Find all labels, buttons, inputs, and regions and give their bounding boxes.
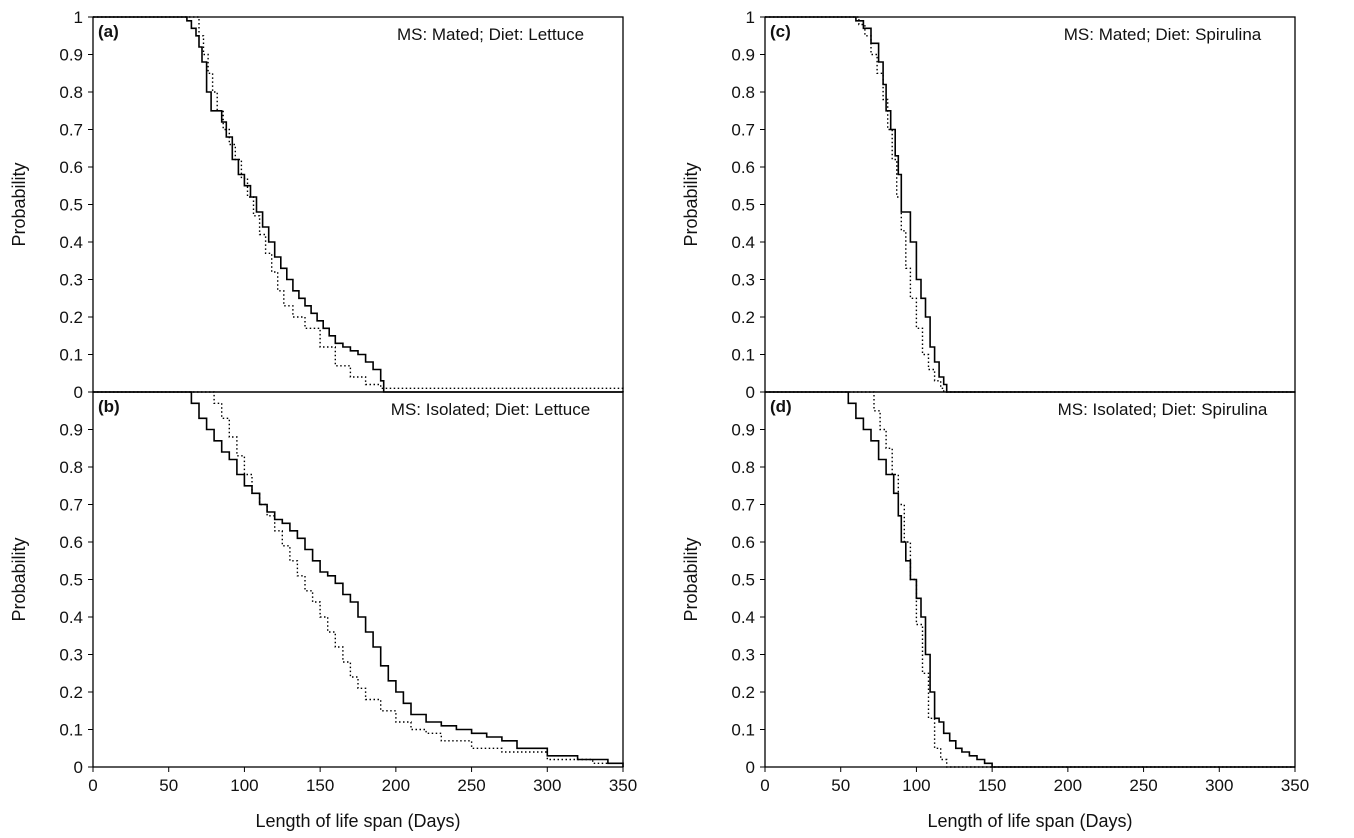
x-tick-label: 50: [831, 776, 850, 795]
x-tick-label: 150: [306, 776, 334, 795]
x-tick-label: 100: [902, 776, 930, 795]
y-tick-label: 0.6: [731, 533, 755, 552]
panel-label: (b): [98, 397, 120, 416]
y-tick-label: 1: [74, 8, 83, 27]
plot-frame: [764, 16, 1296, 393]
y-tick-label: 0.4: [731, 233, 755, 252]
x-tick-label: 150: [978, 776, 1006, 795]
x-tick-label: 50: [159, 776, 178, 795]
survival-curve-solid: [765, 391, 1295, 768]
y-tick-label: 0: [746, 383, 755, 402]
y-tick-label: 0.2: [59, 683, 83, 702]
x-tick-label: 200: [1054, 776, 1082, 795]
y-tick-label: 0.5: [59, 196, 83, 215]
survival-curve-solid: [93, 16, 623, 393]
y-tick-label: 0.8: [59, 83, 83, 102]
y-tick-label: 0.5: [731, 571, 755, 590]
y-tick-label: 0.7: [731, 121, 755, 140]
chart-panel-b: 0 0.1 0.2 0.3 0.4 0.5 0.6 0.7 0.8 0.9 0 50 100 150 200…: [9, 391, 637, 831]
panel-label: (d): [770, 397, 792, 416]
y-tick-label: 0.7: [59, 496, 83, 515]
y-tick-label: 0.8: [59, 458, 83, 477]
y-tick-label: 0.8: [731, 83, 755, 102]
y-tick-label: 1: [746, 8, 755, 27]
plot-frame: [764, 391, 1296, 768]
y-tick-label: 0.4: [59, 233, 83, 252]
y-tick-label: 0.2: [731, 308, 755, 327]
y-tick-label: 0.7: [59, 121, 83, 140]
panel-annotation: MS: Mated; Diet: Lettuce: [397, 25, 584, 44]
x-tick-label: 300: [533, 776, 561, 795]
y-tick-label: 0.3: [59, 646, 83, 665]
x-tick-label: 350: [1281, 776, 1309, 795]
y-axis-title: Probability: [681, 537, 701, 621]
survival-curve-solid: [765, 16, 1295, 393]
x-tick-label: 100: [230, 776, 258, 795]
y-tick-label: 0: [746, 758, 755, 777]
y-tick-label: 0.2: [731, 683, 755, 702]
y-tick-label: 0.6: [59, 158, 83, 177]
y-axis-title: Probability: [9, 537, 29, 621]
y-tick-label: 0.4: [59, 608, 83, 627]
x-tick-label: 200: [382, 776, 410, 795]
chart-panel-c: 0 0.1 0.2 0.3 0.4 0.5 0.6 0.7 0.8 0.9 1 Probability…: [681, 8, 1296, 402]
chart-panel-a: 0 0.1 0.2 0.3 0.4 0.5 0.6 0.7 0.8 0.9 1 Probability…: [9, 8, 624, 402]
survival-curve-dotted: [93, 391, 624, 767]
panel-label: (a): [98, 22, 119, 41]
panel-annotation: MS: Mated; Diet: Spirulina: [1064, 25, 1262, 44]
y-tick-label: 0.4: [731, 608, 755, 627]
y-tick-label: 0: [74, 758, 83, 777]
y-tick-label: 0.6: [59, 533, 83, 552]
y-tick-label: 0.9: [731, 46, 755, 65]
panel-annotation: MS: Isolated; Diet: Spirulina: [1058, 400, 1268, 419]
y-tick-label: 0.8: [731, 458, 755, 477]
x-tick-label: 350: [609, 776, 637, 795]
panel-label: (c): [770, 22, 791, 41]
y-tick-label: 0.2: [59, 308, 83, 327]
x-axis-title: Length of life span (Days): [927, 811, 1132, 831]
x-tick-label: 0: [88, 776, 97, 795]
survival-curve-dotted: [765, 391, 1295, 768]
x-tick-label: 250: [457, 776, 485, 795]
survival-curve-dotted: [93, 16, 624, 392]
plot-frame: [92, 391, 624, 768]
y-axis-title: Probability: [9, 162, 29, 246]
x-tick-label: 0: [760, 776, 769, 795]
y-axis-title: Probability: [681, 162, 701, 246]
y-tick-label: 0.1: [731, 346, 755, 365]
survival-curve-solid: [93, 391, 624, 767]
x-axis-title: Length of life span (Days): [255, 811, 460, 831]
plot-frame: [92, 16, 624, 393]
y-tick-label: 0.9: [59, 421, 83, 440]
panel-annotation: MS: Isolated; Diet: Lettuce: [391, 400, 590, 419]
y-tick-label: 0: [74, 383, 83, 402]
y-tick-label: 0.3: [731, 271, 755, 290]
y-tick-label: 0.9: [59, 46, 83, 65]
y-tick-label: 0.1: [731, 721, 755, 740]
y-tick-label: 0.1: [59, 346, 83, 365]
chart-panel-d: 0 0.1 0.2 0.3 0.4 0.5 0.6 0.7 0.8 0.9 0 50 100 150 200…: [681, 391, 1309, 831]
y-tick-label: 0.3: [59, 271, 83, 290]
y-tick-label: 0.5: [59, 571, 83, 590]
y-tick-label: 0.9: [731, 421, 755, 440]
x-tick-label: 300: [1205, 776, 1233, 795]
y-tick-label: 0.5: [731, 196, 755, 215]
x-tick-label: 250: [1129, 776, 1157, 795]
y-tick-label: 0.1: [59, 721, 83, 740]
y-tick-label: 0.6: [731, 158, 755, 177]
survival-curve-dotted: [765, 16, 1295, 393]
y-tick-label: 0.7: [731, 496, 755, 515]
y-tick-label: 0.3: [731, 646, 755, 665]
